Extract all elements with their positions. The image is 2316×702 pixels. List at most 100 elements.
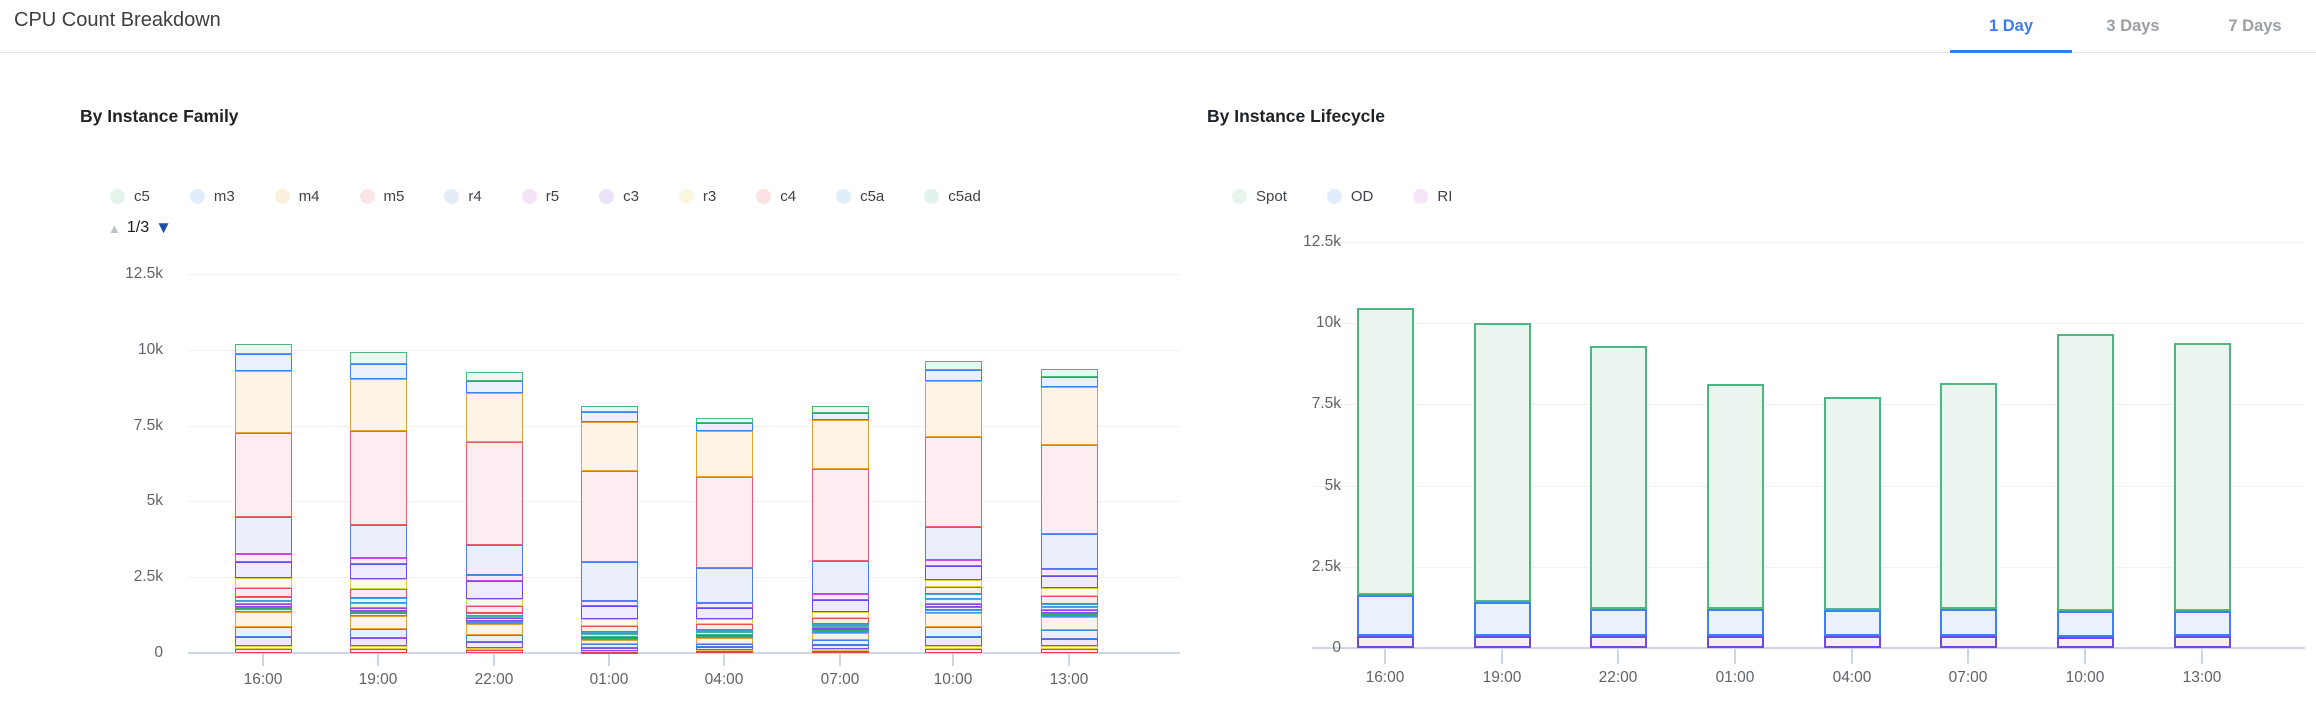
bar-segment-c4[interactable]: [1040, 595, 1098, 605]
bar-segment-unlabeled-8[interactable]: [349, 648, 407, 653]
bar-segment-c5ad[interactable]: [465, 615, 523, 619]
bar-segment-unlabeled-1[interactable]: [811, 628, 869, 631]
bar-segment-m3[interactable]: [580, 412, 638, 422]
bar-segment-c5ad[interactable]: [811, 625, 869, 629]
bar-segment-Spot[interactable]: [1473, 322, 1531, 603]
bar-segment-m4[interactable]: [924, 380, 982, 438]
bar-segment-unlabeled-6[interactable]: [580, 647, 638, 651]
bar-segment-unlabeled-2[interactable]: [349, 610, 407, 613]
bar-segment-RI[interactable]: [1473, 635, 1531, 648]
bar-segment-RI[interactable]: [1823, 635, 1881, 648]
legend-item-r4[interactable]: r4: [444, 188, 482, 205]
bar-segment-r5[interactable]: [349, 557, 407, 564]
bar-segment-m4[interactable]: [695, 430, 753, 478]
bar-segment-m4[interactable]: [811, 420, 869, 470]
bar-segment-r4[interactable]: [234, 517, 292, 555]
bar-segment-c5ad[interactable]: [924, 599, 982, 604]
legend-item-OD[interactable]: OD: [1326, 188, 1373, 205]
bar-segment-r5[interactable]: [695, 602, 753, 609]
bar-segment-m5[interactable]: [924, 437, 982, 527]
bar-segment-unlabeled-7[interactable]: [465, 647, 523, 650]
bar-segment-c5a[interactable]: [695, 629, 753, 633]
bar-segment-c3[interactable]: [695, 608, 753, 619]
bar-segment-Spot[interactable]: [2173, 342, 2231, 611]
legend-item-r5[interactable]: r5: [521, 188, 559, 205]
legend-item-m5[interactable]: m5: [359, 188, 404, 205]
bar-segment-r4[interactable]: [811, 560, 869, 595]
bar-segment-c3[interactable]: [580, 606, 638, 620]
bar-segment-c3[interactable]: [465, 581, 523, 599]
bar-segment-m5[interactable]: [349, 431, 407, 526]
bar-segment-RI[interactable]: [1589, 635, 1647, 648]
bar-segment-r3[interactable]: [924, 579, 982, 587]
legend-item-c4[interactable]: c4: [756, 188, 796, 205]
bar-segment-unlabeled-4[interactable]: [580, 639, 638, 645]
bar-segment-RI[interactable]: [1939, 635, 1997, 648]
bar-segment-unlabeled-2[interactable]: [1040, 612, 1098, 615]
bar-segment-c5[interactable]: [349, 352, 407, 364]
bar-segment-unlabeled-8[interactable]: [580, 651, 638, 654]
bar-segment-c4[interactable]: [924, 586, 982, 595]
bar-segment-unlabeled-5[interactable]: [349, 629, 407, 639]
bar-segment-unlabeled-3[interactable]: [924, 609, 982, 613]
bar-segment-r3[interactable]: [349, 579, 407, 589]
bar-segment-unlabeled-3[interactable]: [1040, 614, 1098, 618]
bar-segment-RI[interactable]: [1706, 635, 1764, 648]
bar-segment-m3[interactable]: [811, 412, 869, 421]
bar-segment-unlabeled-4[interactable]: [811, 632, 869, 641]
bar-segment-unlabeled-8[interactable]: [695, 651, 753, 654]
bar-segment-c5ad[interactable]: [695, 632, 753, 635]
bar-segment-c3[interactable]: [811, 599, 869, 613]
bar-segment-unlabeled-7[interactable]: [1040, 646, 1098, 650]
bar-segment-unlabeled-8[interactable]: [234, 648, 292, 653]
bar-segment-c5a[interactable]: [465, 613, 523, 616]
bar-segment-unlabeled-5[interactable]: [234, 627, 292, 638]
bar-segment-RI[interactable]: [2056, 636, 2114, 648]
bar-segment-OD[interactable]: [1473, 602, 1531, 636]
bar-segment-unlabeled-8[interactable]: [1040, 649, 1098, 653]
bar-segment-unlabeled-3[interactable]: [349, 612, 407, 616]
bar-segment-r5[interactable]: [1040, 568, 1098, 577]
bar-segment-m4[interactable]: [580, 421, 638, 472]
bar-segment-unlabeled-3[interactable]: [234, 609, 292, 613]
bar-segment-OD[interactable]: [1589, 609, 1647, 636]
bar-segment-Spot[interactable]: [1356, 307, 1414, 595]
bar-segment-unlabeled-5[interactable]: [1040, 630, 1098, 640]
bar-segment-c3[interactable]: [1040, 576, 1098, 588]
bar-segment-c5a[interactable]: [811, 623, 869, 626]
bar-segment-r4[interactable]: [465, 545, 523, 575]
bar-segment-unlabeled-7[interactable]: [349, 646, 407, 649]
legend-item-c5a[interactable]: c5a: [836, 188, 884, 205]
bar-segment-c5a[interactable]: [349, 598, 407, 603]
bar-segment-c4[interactable]: [465, 605, 523, 614]
legend-page-up-icon[interactable]: ▲: [108, 220, 121, 236]
bar-segment-m3[interactable]: [695, 423, 753, 431]
bar-segment-unlabeled-6[interactable]: [234, 637, 292, 646]
bar-segment-OD[interactable]: [1706, 609, 1764, 636]
bar-segment-m4[interactable]: [1040, 387, 1098, 445]
bar-segment-r4[interactable]: [349, 525, 407, 558]
bar-segment-m5[interactable]: [580, 471, 638, 562]
bar-segment-r5[interactable]: [811, 594, 869, 600]
bar-segment-OD[interactable]: [1356, 594, 1414, 636]
bar-segment-unlabeled-4[interactable]: [234, 612, 292, 628]
bar-segment-m4[interactable]: [234, 370, 292, 433]
bar-segment-unlabeled-8[interactable]: [924, 648, 982, 653]
bar-segment-unlabeled-1[interactable]: [234, 603, 292, 607]
bar-segment-unlabeled-6[interactable]: [811, 645, 869, 650]
bar-segment-r5[interactable]: [234, 554, 292, 562]
bar-segment-r5[interactable]: [580, 600, 638, 607]
bar-segment-c5ad[interactable]: [349, 602, 407, 608]
bar-segment-r4[interactable]: [580, 561, 638, 601]
bar-segment-unlabeled-4[interactable]: [924, 612, 982, 628]
tab-3-days[interactable]: 3 Days: [2106, 17, 2160, 35]
legend-item-c3[interactable]: c3: [599, 188, 639, 205]
bar-segment-OD[interactable]: [1823, 609, 1881, 636]
bar-segment-unlabeled-6[interactable]: [695, 647, 753, 651]
bar-segment-unlabeled-6[interactable]: [1040, 639, 1098, 647]
bar-segment-m5[interactable]: [1040, 444, 1098, 535]
bar-segment-unlabeled-6[interactable]: [349, 638, 407, 647]
bar-segment-unlabeled-5[interactable]: [695, 643, 753, 648]
bar-segment-c3[interactable]: [924, 565, 982, 580]
bar-segment-unlabeled-7[interactable]: [234, 645, 292, 649]
